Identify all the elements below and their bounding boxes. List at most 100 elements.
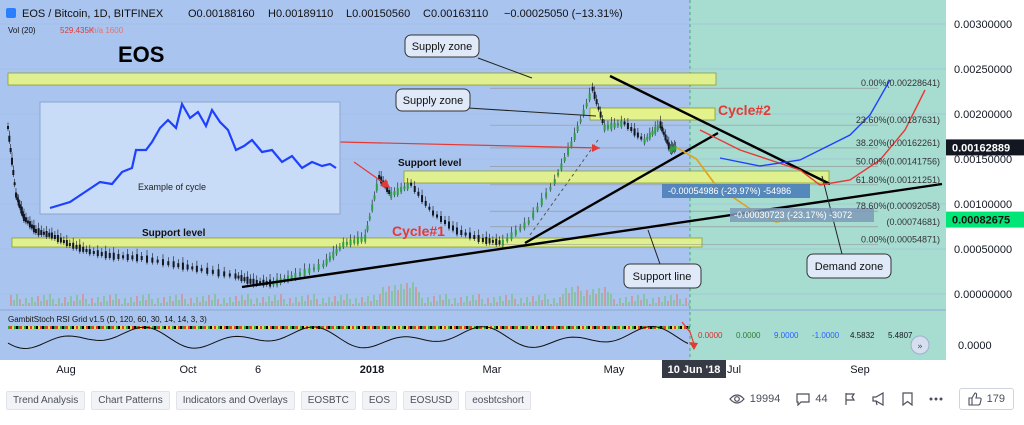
scroll-to-end-icon: » <box>917 342 923 352</box>
arrow-head-support <box>380 179 390 188</box>
volume-bar <box>682 304 684 306</box>
flag-button[interactable] <box>844 392 856 406</box>
indicator-cell <box>352 326 354 329</box>
time-axis-panel <box>0 360 946 385</box>
indicator-cell <box>166 326 168 329</box>
volume-bar <box>577 286 579 306</box>
support-line-main[interactable] <box>241 182 943 289</box>
candle <box>428 206 431 210</box>
candle <box>259 281 262 285</box>
tag-item[interactable]: Trend Analysis <box>6 391 86 410</box>
indicator-cell <box>72 326 74 329</box>
indicator-cell <box>382 326 384 329</box>
candle <box>255 279 258 285</box>
candle <box>24 217 27 223</box>
indicator-cell <box>188 326 190 329</box>
indicator-cell <box>150 326 152 329</box>
indicator-arrow <box>681 321 695 345</box>
volume-bar <box>163 297 165 306</box>
indicator-cell <box>302 326 304 329</box>
callout-support-line[interactable]: Support line <box>623 263 702 289</box>
callout-supply-zone-1[interactable]: Supply zone <box>404 34 480 58</box>
measure-label-2: -0.00030723 (-23.17%) -3072 <box>734 210 852 220</box>
volume-bar <box>220 304 222 306</box>
candle <box>21 211 24 217</box>
volume-bar <box>685 298 687 306</box>
trendline-falling[interactable] <box>609 74 831 186</box>
candle <box>630 127 633 131</box>
indicator-cell <box>268 326 270 329</box>
indicator-value: 0.0000 <box>736 331 761 340</box>
price-axis[interactable]: 0.00300000 0.00250000 0.00200000 0.00150000… <box>954 19 1012 301</box>
callout-demand-zone[interactable]: Demand zone <box>806 253 892 279</box>
tag-item[interactable]: EOSBTC <box>300 391 356 410</box>
fib-label: 50.00%(0.00141756) <box>856 156 940 166</box>
candle <box>640 136 643 140</box>
volume-bar <box>157 298 159 306</box>
tag-item[interactable]: EOSUSD <box>403 391 460 410</box>
indicator-cell <box>58 326 60 329</box>
candle <box>191 266 194 270</box>
indicator-cell <box>578 326 580 329</box>
tag-item[interactable]: EOS <box>361 391 398 410</box>
volume-label: Vol (20) <box>8 26 36 35</box>
trendline-rising[interactable] <box>524 131 719 245</box>
callout-supply-zone-2[interactable]: Supply zone <box>395 88 471 112</box>
candle <box>68 243 71 246</box>
ohlc-change: −0.00025050 (−13.31%) <box>504 8 623 20</box>
share-button[interactable] <box>872 392 886 406</box>
volume-bar <box>127 303 129 306</box>
time-axis[interactable]: Aug Oct 6 2018 Mar May 10 Jun '18 Jul Sep <box>56 360 870 378</box>
indicator-cell <box>478 326 480 329</box>
volume-bar <box>649 304 651 306</box>
indicator-cell <box>440 326 442 329</box>
indicator-cell <box>370 326 372 329</box>
volume-bar <box>64 297 66 306</box>
indicator-cell <box>280 326 282 329</box>
candle <box>451 225 454 231</box>
tag-item[interactable]: Chart Patterns <box>91 391 170 410</box>
volume-bar <box>73 301 75 306</box>
volume-bar <box>601 293 603 306</box>
tag-item[interactable]: eosbtcshort <box>465 391 531 410</box>
candle <box>28 221 31 228</box>
candle <box>20 206 23 214</box>
indicator-cell <box>640 326 642 329</box>
volume-bar <box>301 296 303 306</box>
candle <box>349 239 352 246</box>
more-icon <box>929 397 943 401</box>
price-axis-panel <box>946 0 1024 360</box>
indicator-cell <box>516 326 518 329</box>
indicator-cell <box>284 326 286 329</box>
indicator-cell <box>222 326 224 329</box>
candle <box>156 259 159 263</box>
volume-bar <box>256 298 258 306</box>
indicator-cell <box>558 326 560 329</box>
like-button[interactable]: 179 <box>958 388 1014 410</box>
more-button[interactable] <box>929 397 943 401</box>
volume-bar <box>499 296 501 306</box>
measure-label-1: -0.00054986 (-29.97%) -54986 <box>668 186 791 196</box>
volume-bar <box>355 298 357 306</box>
fib-label: (0.00074681) <box>886 217 940 227</box>
symbol-title[interactable]: EOS / Bitcoin, 1D, BITFINEX <box>22 8 164 20</box>
scroll-to-end-button[interactable] <box>910 335 930 355</box>
candle <box>473 235 476 239</box>
indicator-cell <box>574 326 576 329</box>
indicator-cell <box>614 326 616 329</box>
indicator-cell <box>652 326 654 329</box>
chart-header: EOS / Bitcoin, 1D, BITFINEX O0.00188160 … <box>6 8 623 35</box>
indicator-cell <box>26 326 28 329</box>
volume-bar <box>235 296 237 306</box>
volume-bar <box>481 299 483 306</box>
candle <box>100 251 103 256</box>
indicator-cell <box>508 326 510 329</box>
bookmark-button[interactable] <box>902 392 913 406</box>
chart-canvas[interactable]: Example of cycle -0.00054986 (-29.97%) -… <box>0 0 1024 385</box>
volume-bar <box>490 303 492 306</box>
candle <box>464 232 467 236</box>
comments-button[interactable]: 44 <box>796 392 828 406</box>
volume-bar <box>463 302 465 306</box>
tag-item[interactable]: Indicators and Overlays <box>175 391 295 410</box>
indicator-cell <box>250 326 252 329</box>
